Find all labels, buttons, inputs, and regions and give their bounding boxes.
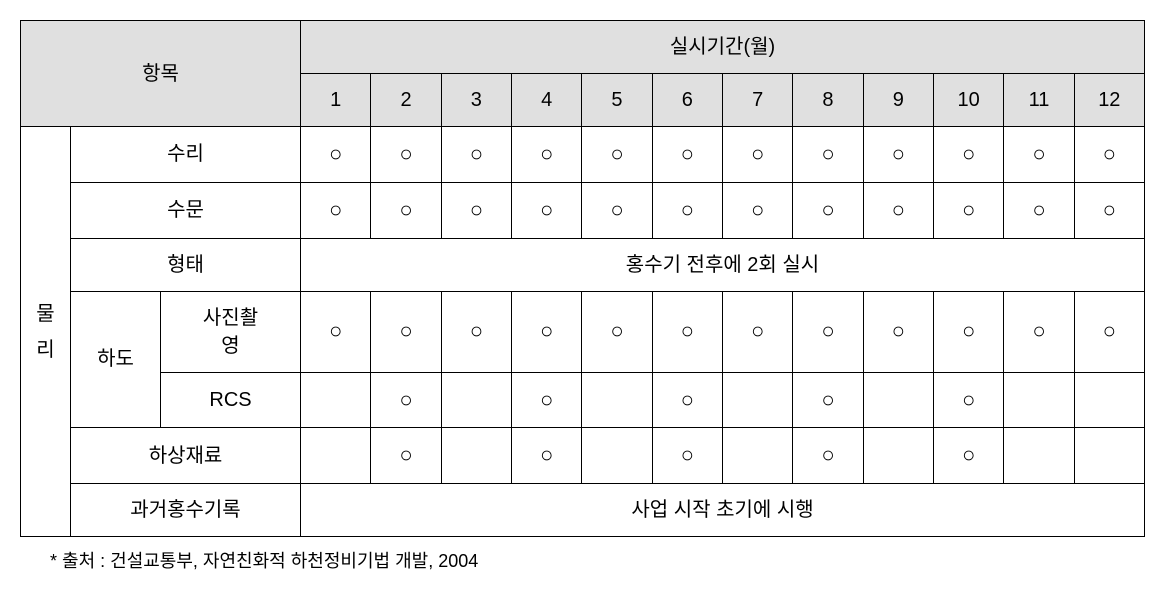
footnote: * 출처 : 건설교통부, 자연친화적 하천정비기법 개발, 2004 <box>20 547 1145 573</box>
month-3: 3 <box>441 74 511 127</box>
mark: ○ <box>793 372 863 428</box>
mark: ○ <box>1074 127 1144 183</box>
mark: ○ <box>1004 182 1074 238</box>
mark <box>863 372 933 428</box>
month-10: 10 <box>933 74 1003 127</box>
month-4: 4 <box>512 74 582 127</box>
mark <box>301 428 371 484</box>
mark: ○ <box>371 428 441 484</box>
mark: ○ <box>933 127 1003 183</box>
mark: ○ <box>441 127 511 183</box>
mark: ○ <box>933 291 1003 372</box>
row-rcs: RCS ○ ○ ○ ○ ○ <box>21 372 1145 428</box>
row-form: 형태 홍수기 전후에 2회 실시 <box>21 238 1145 291</box>
mark: ○ <box>301 182 371 238</box>
mark <box>441 428 511 484</box>
mark: ○ <box>863 127 933 183</box>
mark: ○ <box>652 428 722 484</box>
mark: ○ <box>512 182 582 238</box>
mark: ○ <box>512 372 582 428</box>
mark: ○ <box>371 372 441 428</box>
schedule-table: 항목 실시기간(월) 1 2 3 4 5 6 7 8 9 10 11 12 물리… <box>20 20 1145 537</box>
mark: ○ <box>863 291 933 372</box>
month-6: 6 <box>652 74 722 127</box>
mark: ○ <box>933 182 1003 238</box>
label-gate: 수문 <box>71 182 301 238</box>
mark: ○ <box>582 127 652 183</box>
row-photo: 하도 사진촬영 ○ ○ ○ ○ ○ ○ ○ ○ ○ ○ ○ ○ <box>21 291 1145 372</box>
month-7: 7 <box>722 74 792 127</box>
mark: ○ <box>793 428 863 484</box>
row-flood-record: 과거홍수기록 사업 시작 초기에 시행 <box>21 484 1145 537</box>
mark: ○ <box>652 291 722 372</box>
mark: ○ <box>512 127 582 183</box>
mark: ○ <box>863 182 933 238</box>
mark <box>863 428 933 484</box>
mark: ○ <box>371 291 441 372</box>
label-material: 하상재료 <box>71 428 301 484</box>
label-flood-record: 과거홍수기록 <box>71 484 301 537</box>
header-category: 항목 <box>21 21 301 127</box>
mark <box>722 428 792 484</box>
mark: ○ <box>1074 291 1144 372</box>
header-row-1: 항목 실시기간(월) <box>21 21 1145 74</box>
mark: ○ <box>1004 291 1074 372</box>
mark <box>582 428 652 484</box>
month-1: 1 <box>301 74 371 127</box>
mark: ○ <box>933 372 1003 428</box>
label-repair: 수리 <box>71 127 301 183</box>
mark: ○ <box>933 428 1003 484</box>
text-flood-record: 사업 시작 초기에 시행 <box>301 484 1145 537</box>
mark: ○ <box>301 291 371 372</box>
mark: ○ <box>301 127 371 183</box>
mark: ○ <box>793 291 863 372</box>
row-repair: 물리 수리 ○ ○ ○ ○ ○ ○ ○ ○ ○ ○ ○ ○ <box>21 127 1145 183</box>
header-period: 실시기간(월) <box>301 21 1145 74</box>
mark: ○ <box>652 182 722 238</box>
mark <box>301 372 371 428</box>
mark: ○ <box>652 127 722 183</box>
mark <box>441 372 511 428</box>
month-9: 9 <box>863 74 933 127</box>
label-rcs: RCS <box>161 372 301 428</box>
label-hado: 하도 <box>71 291 161 428</box>
row-material: 하상재료 ○ ○ ○ ○ ○ <box>21 428 1145 484</box>
month-11: 11 <box>1004 74 1074 127</box>
mark <box>722 372 792 428</box>
label-form: 형태 <box>71 238 301 291</box>
mark: ○ <box>582 291 652 372</box>
mark <box>1074 372 1144 428</box>
mark: ○ <box>793 127 863 183</box>
mark <box>1004 372 1074 428</box>
month-8: 8 <box>793 74 863 127</box>
row-gate: 수문 ○ ○ ○ ○ ○ ○ ○ ○ ○ ○ ○ ○ <box>21 182 1145 238</box>
mark: ○ <box>722 127 792 183</box>
month-2: 2 <box>371 74 441 127</box>
mark: ○ <box>793 182 863 238</box>
mark: ○ <box>371 182 441 238</box>
mark: ○ <box>1074 182 1144 238</box>
month-12: 12 <box>1074 74 1144 127</box>
mark: ○ <box>652 372 722 428</box>
mark: ○ <box>371 127 441 183</box>
mark: ○ <box>512 291 582 372</box>
label-photo: 사진촬영 <box>161 291 301 372</box>
mark: ○ <box>512 428 582 484</box>
mark: ○ <box>722 291 792 372</box>
mark: ○ <box>441 182 511 238</box>
text-form: 홍수기 전후에 2회 실시 <box>301 238 1145 291</box>
mark: ○ <box>441 291 511 372</box>
mark: ○ <box>722 182 792 238</box>
mark <box>1074 428 1144 484</box>
mark <box>1004 428 1074 484</box>
mark: ○ <box>1004 127 1074 183</box>
mark <box>582 372 652 428</box>
mark: ○ <box>582 182 652 238</box>
category-physics: 물리 <box>21 127 71 537</box>
month-5: 5 <box>582 74 652 127</box>
